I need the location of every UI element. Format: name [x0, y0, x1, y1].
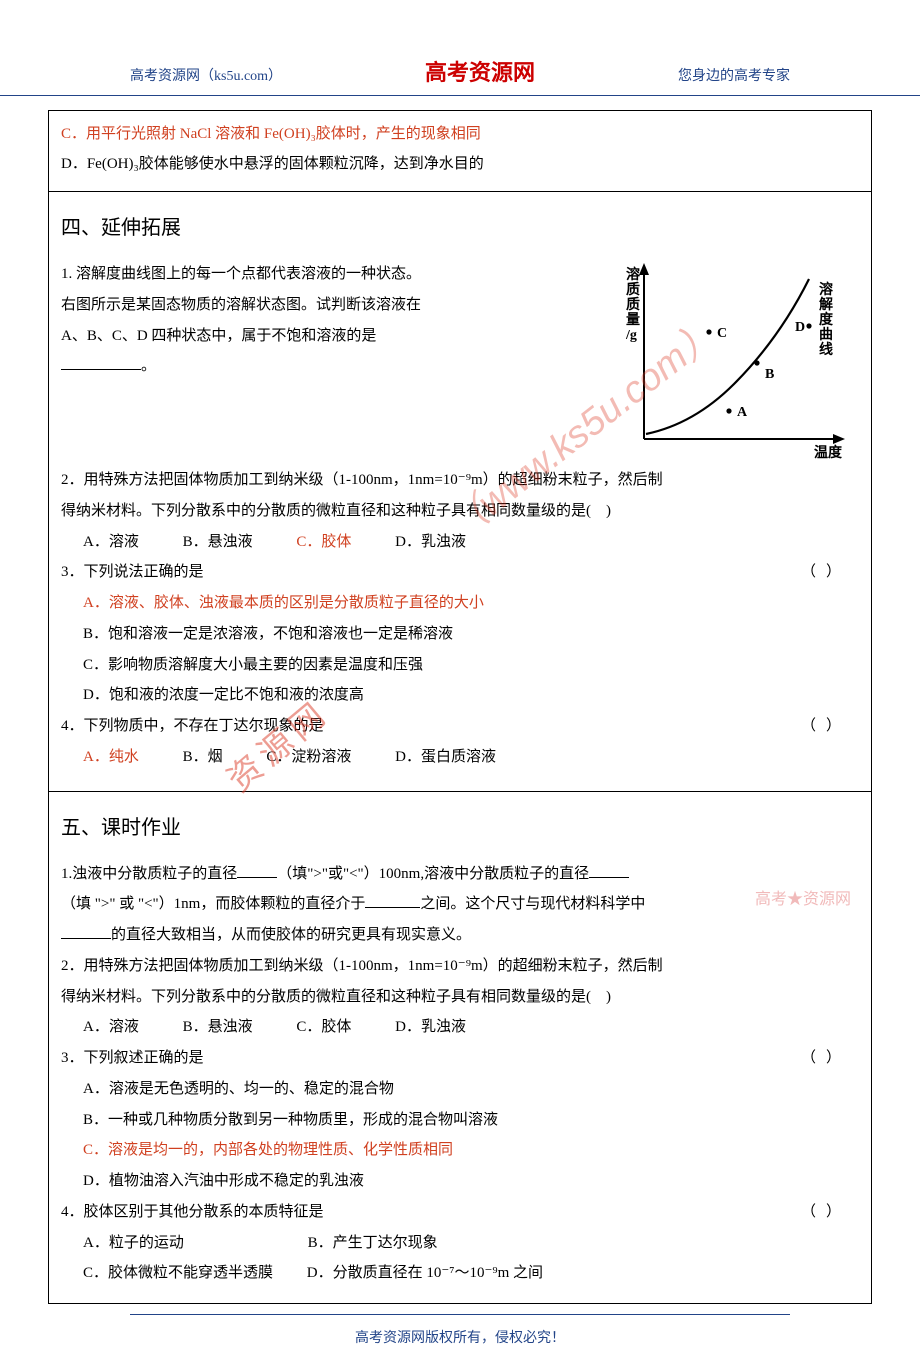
section4-title: 四、延伸拓展	[61, 208, 859, 249]
header-right: 您身边的高考专家	[678, 65, 790, 85]
s5q3-a: A．溶液是无色透明的、均一的、稳定的混合物	[83, 1074, 859, 1105]
s5q4-a: A．粒子的运动	[83, 1228, 184, 1259]
q3-d: D．饱和液的浓度一定比不饱和液的浓度高	[83, 680, 859, 711]
y-arrow	[639, 263, 649, 275]
question-4-3: 3．下列说法正确的是（） A．溶液、胶体、浊液最本质的区别是分散质粒子直径的大小…	[61, 557, 859, 711]
top-fragment: C．用平行光照射 NaCl 溶液和 Fe(OH)₃胶体时，产生的现象相同 D．F…	[49, 111, 871, 192]
q3-b: B．饱和溶液一定是浓溶液，不饱和溶液也一定是稀溶液	[83, 619, 859, 650]
x-label: 温度	[814, 444, 843, 459]
question-5-2: 2．用特殊方法把固体物质加工到纳米级（1-100nm，1nm=10⁻⁹m）的超细…	[61, 951, 859, 1043]
q2-choices: A．溶液 B．悬浊液 C．胶体 D．乳浊液	[83, 527, 859, 558]
section5-title: 五、课时作业	[61, 808, 859, 849]
content-box: C．用平行光照射 NaCl 溶液和 Fe(OH)₃胶体时，产生的现象相同 D．F…	[48, 110, 872, 1304]
question-5-4: 4．胶体区别于其他分散系的本质特征是（） A．粒子的运动 B．产生丁达尔现象 C…	[61, 1197, 859, 1289]
s5q2-b: B．悬浊液	[183, 1012, 253, 1043]
question-4-1: 溶质质量/g 溶解度曲线 温度 ABCD 1. 溶解度曲线图上的每一个点都代表溶…	[61, 259, 859, 465]
s5q2-c: C．胶体	[296, 1012, 351, 1043]
q3-c: C．影响物质溶解度大小最主要的因素是温度和压强	[83, 650, 859, 681]
solubility-chart: 溶质质量/g 溶解度曲线 温度 A B C D	[614, 259, 859, 459]
s5q4-b: B．产生丁达尔现象	[308, 1228, 438, 1259]
s5q2-a: A．溶液	[83, 1012, 139, 1043]
q2-choice-a: A．溶液	[83, 527, 139, 558]
s5q4-c: C．胶体微粒不能穿透半透膜	[83, 1258, 273, 1289]
s5q3-c: C．溶液是均一的，内部各处的物理性质、化学性质相同	[83, 1135, 859, 1166]
svg-text:C: C	[717, 326, 727, 341]
section-4: （www.ks5u.com） 资源网 四、延伸拓展 溶质质量/g 溶解度曲线 温…	[49, 192, 871, 792]
question-4-2: 2．用特殊方法把固体物质加工到纳米级（1-100nm，1nm=10⁻⁹m）的超细…	[61, 465, 859, 557]
q3-a: A．溶液、胶体、浊液最本质的区别是分散质粒子直径的大小	[83, 588, 859, 619]
q4-stem: 4．下列物质中，不存在丁达尔现象的是（）	[61, 711, 859, 742]
header-title: 高考资源网	[425, 55, 535, 87]
option-c: C．用平行光照射 NaCl 溶液和 Fe(OH)₃胶体时，产生的现象相同	[61, 119, 859, 149]
question-5-1: 1.浊液中分散质粒子的直径（填">"或"<"）100nm,溶液中分散质粒子的直径…	[61, 859, 859, 951]
q2-choice-d: D．乳浊液	[395, 527, 466, 558]
page-header: 高考资源网（ks5u.com） 高考资源网 您身边的高考专家	[0, 0, 920, 96]
question-4-4: 4．下列物质中，不存在丁达尔现象的是（） A．纯水 B．烟 C．淀粉溶液 D．蛋…	[61, 711, 859, 773]
q2-choice-b: B．悬浊液	[183, 527, 253, 558]
x-arrow	[833, 434, 845, 444]
chart-svg: 溶质质量/g 溶解度曲线 温度 A B C D	[614, 259, 859, 459]
option-d: D．Fe(OH)₃胶体能够使水中悬浮的固体颗粒沉降，达到净水目的	[61, 149, 859, 179]
q2-choice-c: C．胶体	[296, 527, 351, 558]
question-5-3: 3．下列叙述正确的是（） A．溶液是无色透明的、均一的、稳定的混合物 B．一种或…	[61, 1043, 859, 1197]
section-5: 高考★资源网 五、课时作业 1.浊液中分散质粒子的直径（填">"或"<"）100…	[49, 792, 871, 1304]
svg-text:B: B	[765, 367, 774, 382]
q4-choices: A．纯水 B．烟 C．淀粉溶液 D．蛋白质溶液	[83, 742, 859, 773]
s5q3-b: B．一种或几种物质分散到另一种物质里，形成的混合物叫溶液	[83, 1105, 859, 1136]
q4-d: D．蛋白质溶液	[395, 742, 496, 773]
y-label: 溶质质量/g	[625, 266, 640, 343]
q2-line2: 得纳米材料。下列分散系中的分散质的微粒直径和这种粒子具有相同数量级的是( )	[61, 496, 859, 527]
q4-c: C．淀粉溶液	[266, 742, 351, 773]
s5q4-d: D．分散质直径在 10⁻⁷～10⁻⁹m 之间	[307, 1258, 543, 1289]
svg-text:D: D	[795, 320, 805, 335]
q2-line1: 2．用特殊方法把固体物质加工到纳米级（1-100nm，1nm=10⁻⁹m）的超细…	[61, 465, 859, 496]
svg-text:A: A	[737, 405, 748, 420]
q3-stem: 3．下列说法正确的是（）	[61, 557, 859, 588]
q4-a: A．纯水	[83, 742, 139, 773]
q4-b: B．烟	[183, 742, 223, 773]
page-footer: 高考资源网版权所有，侵权必究！	[130, 1314, 790, 1367]
s5q2-d: D．乳浊液	[395, 1012, 466, 1043]
s5q3-d: D．植物油溶入汽油中形成不稳定的乳浊液	[83, 1166, 859, 1197]
chart-points: A B C D	[706, 320, 811, 420]
curve-label: 溶解度曲线	[819, 281, 834, 358]
header-left: 高考资源网（ks5u.com）	[130, 65, 282, 85]
